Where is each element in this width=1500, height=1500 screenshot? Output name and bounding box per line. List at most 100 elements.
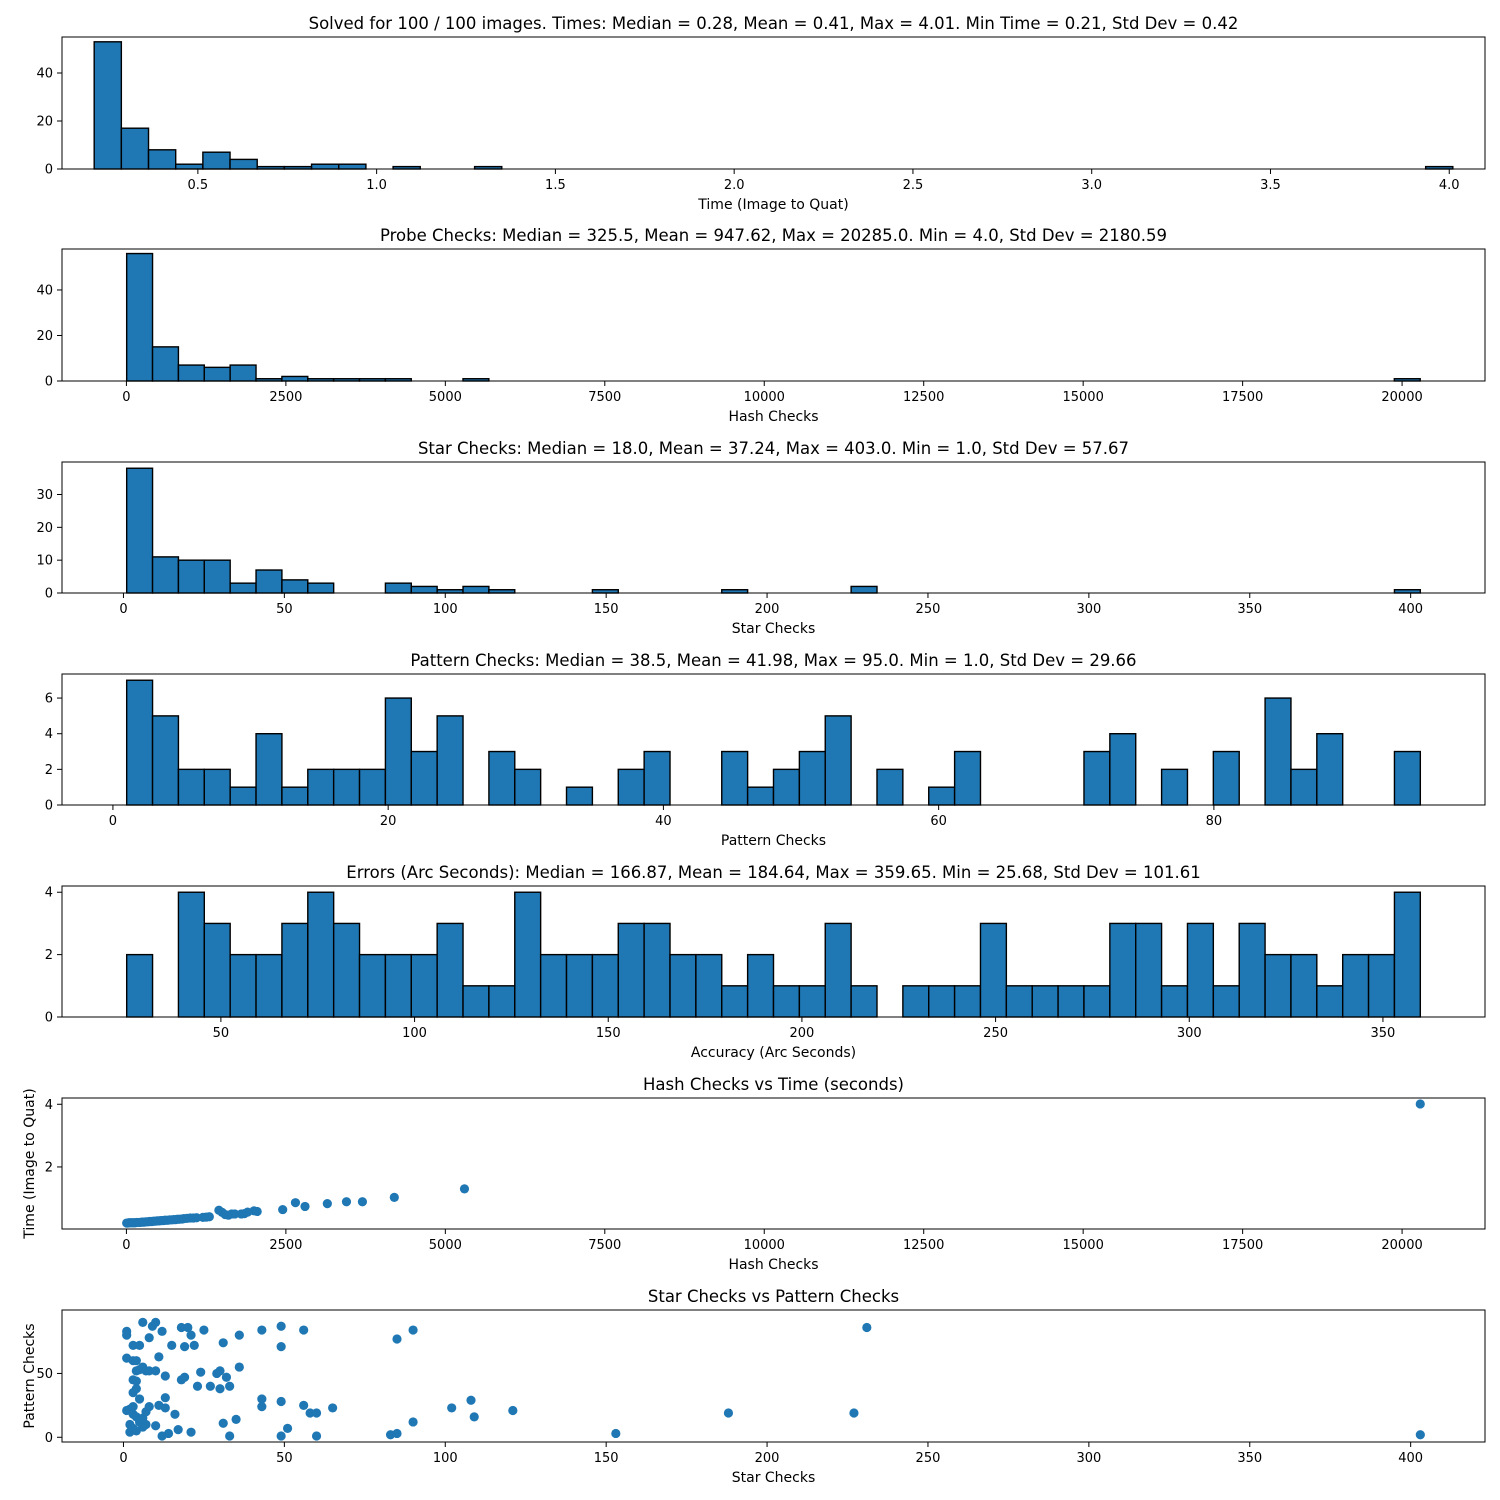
histogram-bar: [798, 985, 826, 1018]
scatter-point: [447, 1403, 457, 1413]
histogram-bar: [410, 953, 438, 1018]
scatter-point: [128, 1340, 138, 1350]
histogram-bar: [410, 585, 438, 594]
histogram-bar: [255, 953, 283, 1018]
histogram-bar: [151, 556, 180, 594]
histogram-bar: [202, 151, 231, 170]
y-tick-label: 4: [45, 727, 53, 742]
y-tick-label: 0: [45, 587, 53, 602]
histogram-bar: [1238, 922, 1266, 1018]
histogram-bar: [338, 163, 367, 170]
histogram-bar: [125, 252, 154, 382]
histogram-bar: [1316, 733, 1344, 806]
x-axis-label: Hash Checks: [728, 409, 818, 425]
scatter-point: [215, 1366, 225, 1376]
scatter-point: [276, 1431, 286, 1441]
scatter-point: [138, 1317, 148, 1327]
histogram-bar: [928, 985, 956, 1018]
x-tick-label: 20000: [1381, 390, 1422, 405]
x-tick-label: 200: [755, 602, 780, 617]
scatter-point: [392, 1428, 402, 1439]
scatter-point: [225, 1381, 235, 1391]
histogram-bar: [307, 582, 335, 594]
y-tick-label: 2: [45, 948, 53, 963]
histogram-bar: [1316, 985, 1344, 1018]
scatter-point: [299, 1400, 309, 1410]
histogram-bar: [488, 985, 516, 1018]
scatter-point: [151, 1317, 161, 1327]
histogram-bar: [358, 953, 387, 1018]
histogram-bar: [591, 953, 619, 1018]
subplot-title: Star Checks: Median = 18.0, Mean = 37.24…: [418, 439, 1129, 458]
histogram-bar: [1341, 953, 1370, 1018]
subplot-1: 0.5 1.0 1.5 2.0 2.5 3.0 3.5 4.0 0 20 40 Solved for …: [36, 14, 1486, 213]
histogram-bar: [488, 750, 516, 806]
scatter-point: [305, 1408, 315, 1418]
histogram-bar: [539, 953, 568, 1018]
scatter-point: [160, 1371, 170, 1381]
histogram-bar: [979, 922, 1008, 1018]
scatter-point: [341, 1197, 352, 1207]
histogram-bar: [1083, 750, 1111, 806]
histogram-bar: [953, 985, 982, 1018]
scatter-point: [205, 1381, 215, 1391]
subplot-3: 0 50 100 150 200 250 300 350 400 0 10 20 30 Star Chec…: [36, 439, 1486, 637]
scatter-point: [311, 1408, 322, 1418]
y-tick-label: 6: [45, 692, 53, 707]
scatter-point: [186, 1330, 196, 1340]
histogram-bar: [643, 750, 671, 806]
axes-frame: [61, 673, 1486, 806]
scatter-point: [186, 1427, 196, 1437]
x-tick-label: 10000: [744, 390, 785, 405]
scatter-point: [299, 1325, 309, 1335]
histogram-bar: [565, 786, 594, 806]
scatter-point: [225, 1431, 235, 1441]
histogram-bar: [177, 559, 206, 594]
x-tick-label: 250: [916, 602, 941, 617]
scatter-point: [131, 1356, 141, 1366]
histogram-bar: [177, 768, 206, 806]
x-tick-label: 50: [276, 1451, 293, 1466]
y-tick-label: 2: [45, 1160, 53, 1175]
scatter-point: [231, 1414, 241, 1425]
y-tick-label: 20: [36, 329, 53, 344]
x-axis-label: Hash Checks: [728, 1257, 818, 1273]
scatter-point: [276, 1342, 286, 1352]
x-tick-label: 60: [930, 814, 947, 829]
histogram-bar: [203, 768, 231, 806]
scatter-points: [122, 1099, 1425, 1228]
histogram-bar: [1057, 985, 1085, 1018]
histogram-bar: [1290, 768, 1318, 806]
scatter-point: [151, 1421, 161, 1431]
histogram-bars: [125, 467, 1422, 594]
scatter-point: [849, 1408, 859, 1418]
x-tick-label: 1.5: [545, 178, 566, 193]
scatter-point: [157, 1326, 167, 1336]
histogram-bar: [1031, 985, 1059, 1018]
histogram-bar: [120, 127, 150, 170]
histogram-bar: [203, 559, 231, 594]
x-axis-label: Star Checks: [732, 621, 816, 637]
scatter-point: [151, 1366, 161, 1376]
histogram-bars: [125, 891, 1422, 1018]
x-tick-label: 5000: [429, 390, 462, 405]
histogram-bar: [125, 953, 154, 1018]
y-axis-label: Pattern Checks: [22, 1323, 38, 1428]
x-tick-label: 15000: [1062, 390, 1103, 405]
scatter-point: [199, 1325, 209, 1335]
scatter-point: [160, 1403, 170, 1413]
histogram-bar: [281, 579, 309, 594]
x-tick-label: 10000: [744, 1238, 785, 1253]
scatter-point: [180, 1342, 190, 1352]
x-axis-label: Star Checks: [732, 1470, 816, 1486]
y-tick-label: 0: [45, 1431, 53, 1446]
histogram-bar: [772, 768, 801, 806]
y-tick-label: 2: [45, 763, 53, 778]
x-tick-label: 100: [402, 1026, 427, 1041]
x-tick-label: 7500: [588, 390, 621, 405]
x-tick-label: 200: [789, 1026, 814, 1041]
axes-frame: [61, 1309, 1486, 1443]
scatter-point: [218, 1338, 228, 1348]
scatter-point: [154, 1352, 164, 1362]
scatter-point: [134, 1340, 145, 1350]
